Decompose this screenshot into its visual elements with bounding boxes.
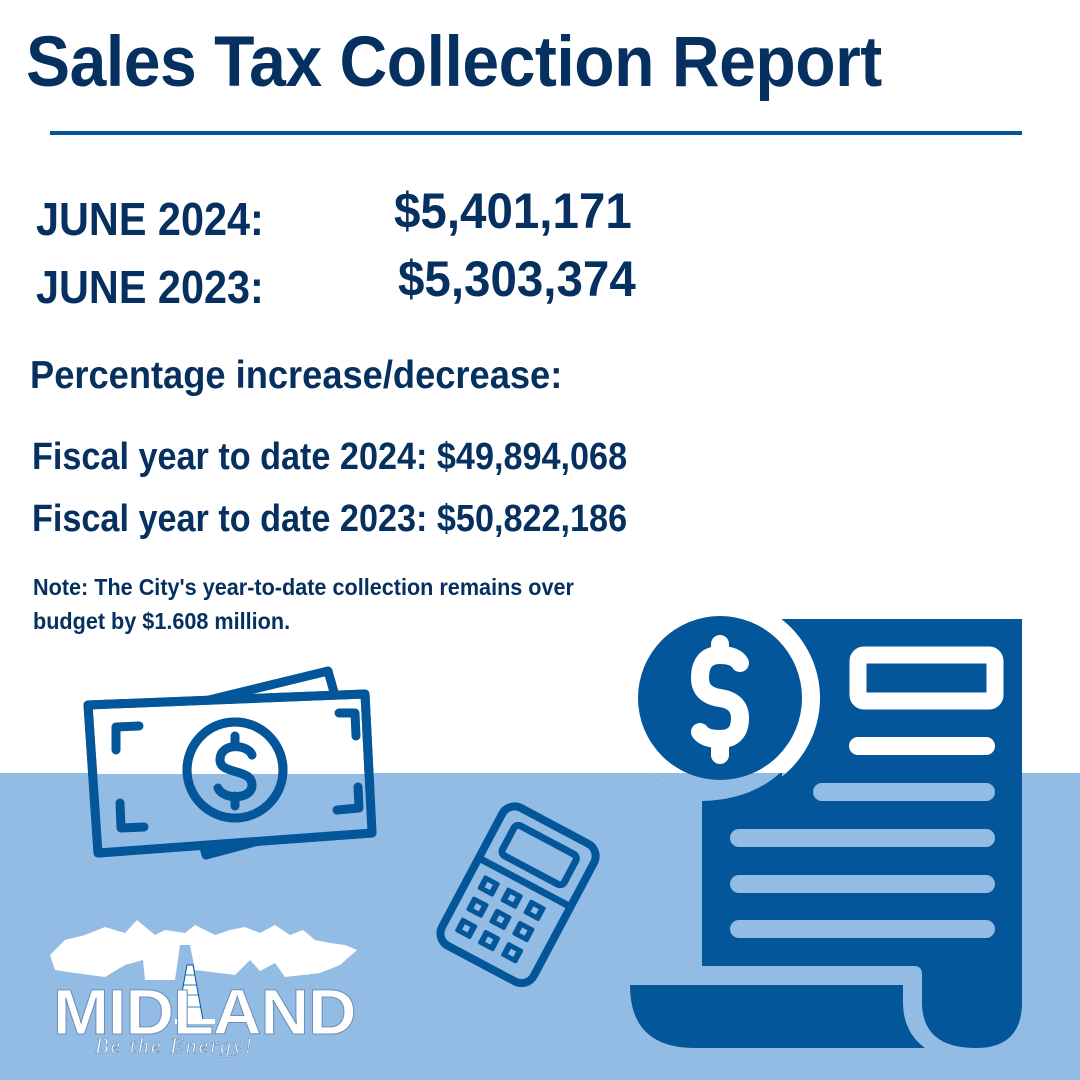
logo-tagline: Be the Energy! [95, 1033, 255, 1059]
month-label: JUNE 2024: [36, 193, 264, 245]
skyline-icon [50, 920, 357, 980]
page-title: Sales Tax Collection Report [26, 23, 882, 102]
receipt-dollar-icon [620, 598, 1022, 1048]
note-line-2: budget by $1.608 million. [33, 608, 291, 634]
derrick-icon [175, 964, 215, 1024]
logo-wordmark: MIDLAND [52, 976, 357, 1049]
title-divider [50, 131, 1022, 135]
fiscal-ytd-2023: Fiscal year to date 2023: $50,822,186 [32, 498, 628, 540]
midland-logo: MIDLAND Be the Energy! [45, 905, 375, 1065]
money-bills-icon [83, 666, 377, 860]
month-value: $5,401,171 [394, 183, 632, 239]
fiscal-ytd-2024: Fiscal year to date 2024: $49,894,068 [32, 436, 628, 478]
month-label: JUNE 2023: [36, 261, 264, 313]
note-line-1: Note: The City's year-to-date collection… [33, 574, 574, 600]
month-value: $5,303,374 [398, 251, 636, 307]
calculator-icon [436, 802, 600, 988]
percentage-label: Percentage increase/decrease: [30, 354, 563, 397]
budget-note: Note: The City's year-to-date collection… [33, 570, 787, 638]
